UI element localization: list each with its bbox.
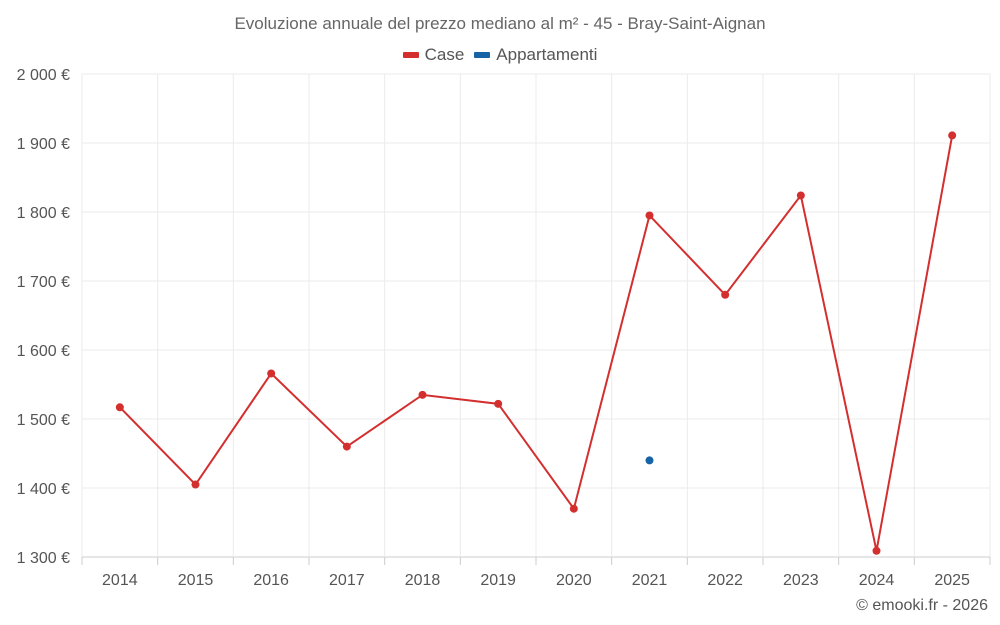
series-line-case [119, 135, 954, 551]
data-point-case [342, 442, 351, 451]
x-axis: 2014 2015 2016 2017 2018 2019 2020 2021 2022 2023… [81, 557, 991, 589]
y-tick-label: 1 800 € [17, 205, 70, 222]
data-point-case [948, 131, 957, 140]
x-tick-label: 2016 [253, 572, 289, 589]
x-tick-label: 2020 [556, 572, 592, 589]
legend-item-appartamenti[interactable]: Appartamenti [474, 45, 597, 65]
y-tick-label: 1 400 € [17, 481, 70, 498]
series-case [115, 131, 957, 555]
data-point-case [796, 191, 805, 200]
data-point-case [721, 290, 730, 299]
data-point-case [267, 369, 276, 378]
data-point-case [645, 211, 654, 220]
x-tick-label: 2022 [707, 572, 743, 589]
grid [81, 73, 991, 558]
data-point-case [872, 546, 881, 555]
legend: Case Appartamenti [0, 45, 1000, 65]
y-tick-label: 2 000 € [17, 67, 70, 84]
data-point-case [115, 403, 124, 412]
series-layer [115, 131, 957, 555]
y-tick-label: 1 600 € [17, 343, 70, 360]
data-point-case [418, 390, 427, 399]
series-appartamenti [645, 456, 654, 465]
x-tick-label: 2019 [480, 572, 516, 589]
x-tick-label: 2014 [102, 572, 138, 589]
x-tick-label: 2018 [405, 572, 441, 589]
y-tick-label: 1 500 € [17, 412, 70, 429]
x-tick-label: 2024 [859, 572, 895, 589]
data-point-case [494, 399, 503, 408]
legend-label-case: Case [424, 45, 465, 64]
legend-label-appartamenti: Appartamenti [496, 45, 598, 64]
x-tick-label: 2015 [178, 572, 214, 589]
legend-swatch-case [402, 52, 419, 58]
x-tick-label: 2023 [783, 572, 819, 589]
chart-title: Evoluzione annuale del prezzo mediano al… [234, 14, 766, 33]
data-point-case [569, 504, 578, 513]
y-tick-label: 1 700 € [17, 274, 70, 291]
credit-text: © emooki.fr - 2026 [856, 597, 988, 614]
x-tick-label: 2025 [934, 572, 970, 589]
x-tick-label: 2021 [632, 572, 668, 589]
y-tick-label: 1 300 € [17, 550, 70, 567]
legend-swatch-appartamenti [474, 52, 491, 58]
data-point-appartamenti [645, 456, 654, 465]
y-axis: 1 300 € 1 400 € 1 500 € 1 600 € 1 700 € 1 800… [17, 67, 70, 567]
y-tick-label: 1 900 € [17, 136, 70, 153]
legend-item-case[interactable]: Case [402, 45, 465, 65]
data-point-case [191, 480, 200, 489]
x-tick-label: 2017 [329, 572, 365, 589]
